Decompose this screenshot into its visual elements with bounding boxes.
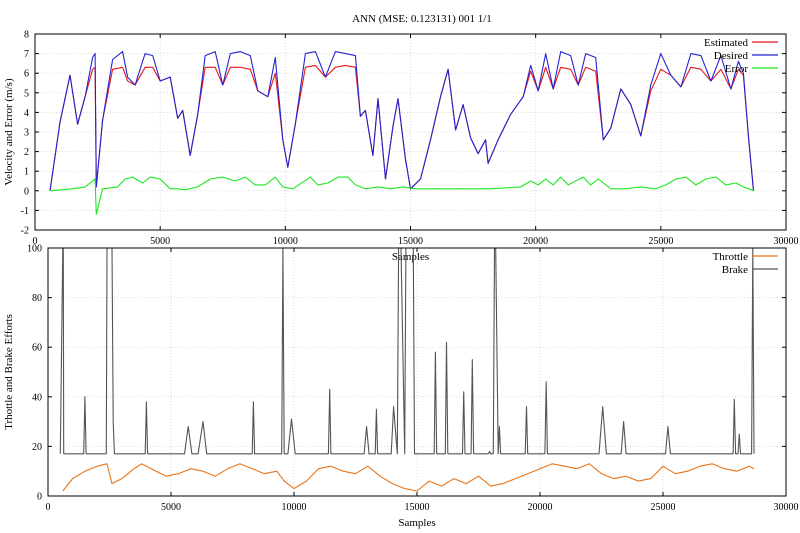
velocity-x-axis-label: Samples: [392, 251, 429, 263]
velocity-x-tick-label: 15000: [398, 236, 423, 247]
effort-x-axis-label: Samples: [398, 517, 435, 529]
chart-title: ANN (MSE: 0.123131) 001 1/1: [352, 13, 492, 25]
effort-y-axis-label: Trhottle and Brake Efforts: [3, 314, 15, 430]
velocity-y-tick-label: 6: [24, 69, 29, 80]
effort-legend-label-throttle: Throttle: [713, 251, 749, 263]
velocity-y-tick-label: 4: [24, 108, 29, 119]
velocity-y-tick-label: -1: [21, 206, 29, 217]
velocity-legend-label-desired: Desired: [714, 50, 749, 62]
effort-series-brake-line: [59, 247, 755, 455]
velocity-y-tick-label: 1: [24, 167, 29, 178]
velocity-series-error-line: [49, 176, 754, 215]
effort-series-throttle-line: [62, 463, 755, 492]
velocity-panel: 0 5000 10000 15000 20000 25000 30000 -2 -1 0 1 2 3 4 5…: [3, 30, 799, 264]
velocity-legend-label-estimated: Estimated: [704, 37, 748, 49]
velocity-y-tick-label: 7: [24, 49, 29, 60]
effort-x-tick-label: 20000: [528, 502, 553, 513]
effort-y-tick-label: 40: [32, 392, 42, 403]
effort-legend-label-brake: Brake: [722, 264, 748, 276]
velocity-legend-label-error: Error: [725, 63, 749, 75]
velocity-x-tick-label: 25000: [648, 236, 673, 247]
effort-y-tick-label: 60: [32, 343, 42, 354]
velocity-y-tick-label: 2: [24, 147, 29, 158]
velocity-x-tick-label: 20000: [523, 236, 548, 247]
velocity-y-tick-label: 3: [24, 128, 29, 139]
effort-x-tick-label: 15000: [405, 502, 430, 513]
effort-x-tick-label: 25000: [651, 502, 676, 513]
effort-y-tick-label: 20: [32, 442, 42, 453]
velocity-y-tick-label: 8: [24, 30, 29, 41]
velocity-y-tick-label: 5: [24, 88, 29, 99]
effort-panel: 0 5000 10000 15000 20000 25000 30000 0 20 40 60 80 1…: [3, 244, 799, 530]
effort-x-tick-label: 5000: [161, 502, 181, 513]
effort-y-tick-label: 100: [27, 244, 42, 255]
velocity-y-tick-label: 0: [24, 186, 29, 197]
velocity-series-desired-line: [49, 51, 755, 191]
effort-y-tick-label: 80: [32, 293, 42, 304]
effort-x-tick-label: 30000: [774, 502, 799, 513]
velocity-x-tick-label: 0: [33, 236, 38, 247]
effort-x-tick-label: 10000: [282, 502, 307, 513]
velocity-x-tick-label: 30000: [774, 236, 799, 247]
velocity-y-axis-label: Velocity and Error (m/s): [3, 78, 15, 186]
velocity-y-tick-label: -2: [21, 226, 29, 237]
effort-y-tick-label: 0: [37, 492, 42, 503]
velocity-x-tick-label: 5000: [150, 236, 170, 247]
effort-x-tick-label: 0: [46, 502, 51, 513]
velocity-x-tick-label: 10000: [273, 236, 298, 247]
